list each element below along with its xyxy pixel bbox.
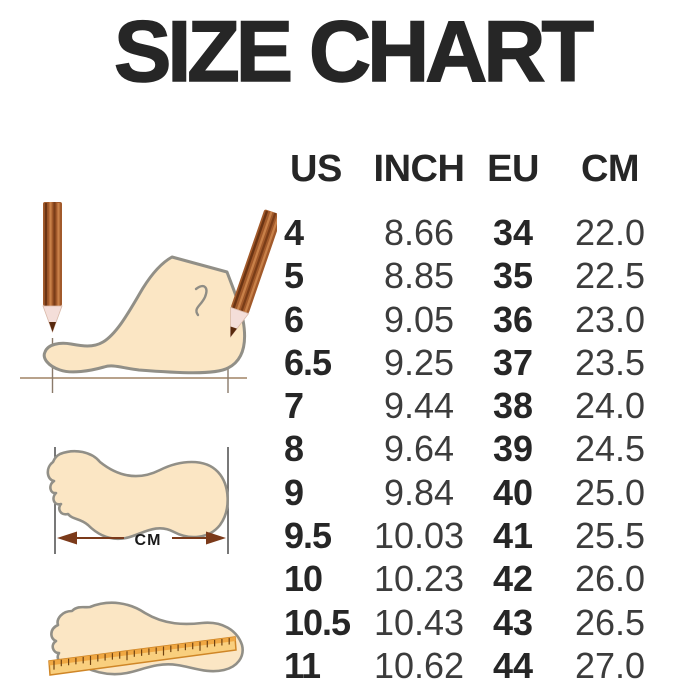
ruler-ticks (53, 638, 230, 670)
eu-size-cell: 42 (492, 558, 534, 600)
size-table-body: 4 8.66 34 22.0 5 8.85 35 22.5 6 9.05 36 23.0 6.5 9.25… (284, 211, 666, 687)
footprint-shape (46, 449, 229, 541)
us-size-cell: 9.5 (284, 515, 332, 557)
ankle-crease (194, 285, 208, 317)
eu-size-cell: 36 (492, 298, 534, 340)
eu-size-cell: 37 (492, 341, 534, 383)
inch-size-cell: 9.25 (383, 341, 455, 383)
eu-size-cell: 43 (492, 601, 534, 643)
cm-size-cell: 25.0 (574, 471, 646, 513)
cm-length-label: CM (135, 532, 162, 549)
inch-size-cell: 9.64 (383, 428, 455, 470)
us-size-cell: 8 (284, 428, 304, 470)
inch-size-cell: 8.66 (383, 212, 455, 253)
ruler-icon (48, 636, 237, 676)
eu-size-cell: 39 (492, 428, 534, 470)
table-row: 7 9.44 38 24.0 (284, 384, 666, 427)
us-size-cell: 6.5 (284, 341, 332, 383)
cm-size-cell: 24.5 (574, 428, 646, 470)
inch-size-cell: 10.62 (373, 644, 465, 686)
column-header-cm: CM (580, 148, 640, 190)
eu-size-cell: 38 (492, 385, 534, 427)
table-row: 11 10.62 44 27.0 (284, 644, 666, 687)
inch-size-cell: 10.23 (373, 558, 465, 600)
us-size-cell: 7 (284, 385, 304, 427)
page-title: SIZE CHART (113, 3, 595, 101)
column-header-eu: EU (487, 148, 539, 190)
cm-size-cell: 22.0 (574, 212, 646, 253)
eu-size-cell: 35 (492, 255, 534, 297)
inch-size-cell: 9.44 (383, 385, 455, 427)
table-row: 9 9.84 40 25.0 (284, 471, 666, 514)
us-size-cell: 6 (284, 298, 304, 340)
cm-size-cell: 23.5 (574, 341, 646, 383)
foot-length-illustration: CM (46, 447, 229, 554)
cm-size-cell: 25.5 (574, 515, 646, 557)
pencil-icon (42, 202, 63, 334)
inch-size-cell: 9.05 (383, 298, 455, 340)
arrowhead-left (57, 531, 77, 545)
cm-size-cell: 22.5 (574, 255, 646, 297)
cm-size-cell: 23.0 (574, 298, 646, 340)
us-size-cell: 9 (284, 471, 304, 513)
eu-size-cell: 34 (492, 212, 534, 253)
us-size-cell: 10.5 (284, 601, 351, 643)
eu-size-cell: 40 (492, 471, 534, 513)
table-row: 8 9.64 39 24.5 (284, 427, 666, 470)
table-row: 6.5 9.25 37 23.5 (284, 341, 666, 384)
column-header-us: US (290, 148, 342, 190)
cm-size-cell: 26.0 (574, 558, 646, 600)
inch-size-cell: 8.85 (383, 255, 455, 297)
table-row: 6 9.05 36 23.0 (284, 298, 666, 341)
foot-measure-illustration (20, 202, 277, 393)
cm-size-cell: 26.5 (574, 601, 646, 643)
pencil-icon (230, 209, 277, 339)
cm-size-cell: 27.0 (574, 644, 646, 686)
table-row: 9.5 10.03 41 25.5 (284, 514, 666, 557)
column-header-inch: INCH (373, 148, 465, 190)
table-row: 10.5 10.43 43 26.5 (284, 601, 666, 644)
length-arrow (57, 531, 226, 545)
arrowhead-right (206, 531, 226, 545)
inch-size-cell: 10.03 (373, 515, 465, 557)
table-row: 5 8.85 35 22.5 (284, 254, 666, 297)
foot-side-shape (42, 255, 247, 375)
inch-size-cell: 9.84 (383, 471, 455, 513)
foot-ruler-illustration (48, 601, 244, 676)
table-row: 4 8.66 34 22.0 (284, 211, 666, 254)
eu-size-cell: 44 (492, 644, 534, 686)
size-table-header: US INCH EU CM (284, 148, 666, 190)
eu-size-cell: 41 (492, 515, 534, 557)
us-size-cell: 11 (284, 644, 321, 686)
table-row: 10 10.23 42 26.0 (284, 557, 666, 600)
us-size-cell: 10 (284, 558, 323, 600)
inch-size-cell: 10.43 (373, 601, 465, 643)
us-size-cell: 4 (284, 212, 304, 253)
us-size-cell: 5 (284, 255, 304, 297)
cm-size-cell: 24.0 (574, 385, 646, 427)
